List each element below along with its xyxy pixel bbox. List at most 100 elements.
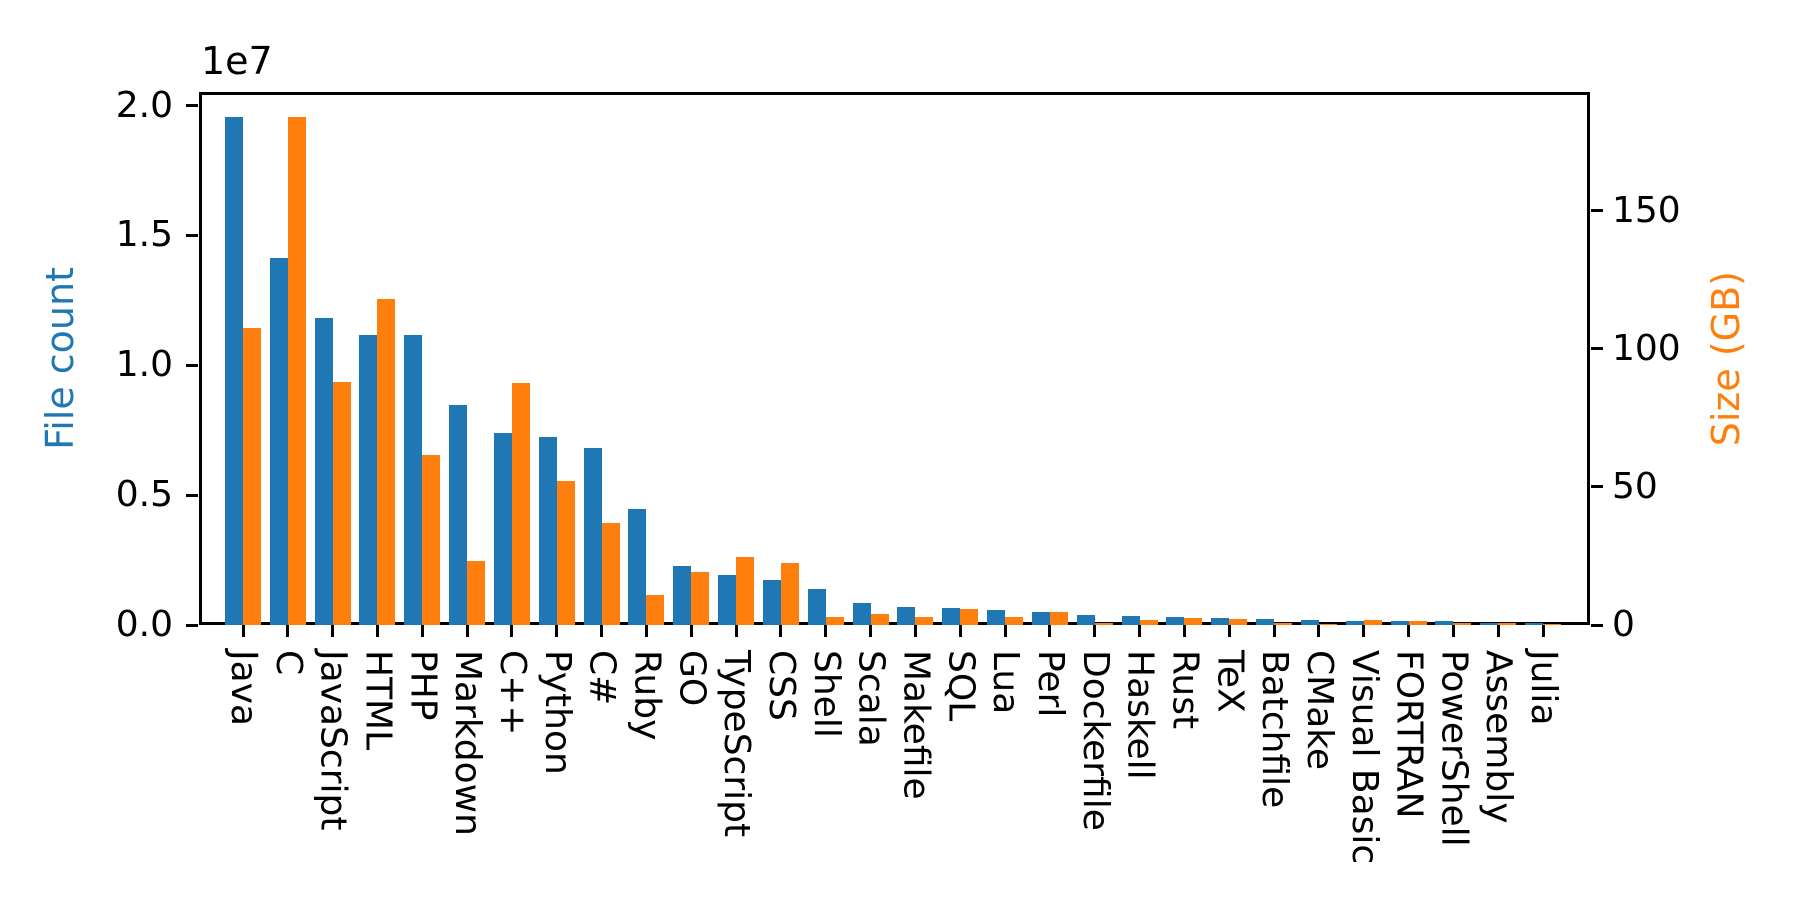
bar-file-count-lua: [987, 609, 1006, 625]
x-tick-label-lua: Lua: [985, 650, 1027, 715]
bar-file-count-go: [673, 566, 692, 625]
bar-file-count-makefile: [897, 607, 916, 625]
bar-file-count-tex: [1211, 618, 1230, 625]
bar-file-count-julia: [1525, 623, 1544, 625]
bar-size-sql: [960, 609, 979, 625]
bar-size-java: [243, 327, 261, 625]
x-tick-label-c: C: [267, 650, 309, 676]
y-tick-label-left-0.0: 0.0: [115, 604, 173, 645]
bar-size-python: [556, 481, 575, 625]
x-tick-dockerfile: [1093, 625, 1097, 637]
bar-file-count-shell: [807, 589, 826, 625]
x-tick-java: [241, 625, 245, 637]
bar-size-batchfile: [1274, 623, 1293, 625]
x-tick-label-java: Java: [223, 650, 264, 727]
x-tick-label-scala: Scala: [850, 650, 892, 747]
y-tick-label-right-0: 0: [1612, 604, 1635, 645]
x-tick-label-haskell: Haskell: [1119, 650, 1161, 780]
x-tick-tex: [1227, 625, 1231, 637]
bar-size-cmake: [1318, 623, 1337, 625]
bar-size-visual-basic: [1363, 619, 1382, 625]
bar-size-makefile: [915, 616, 934, 625]
y-tick-label-left-1.0: 1.0: [115, 344, 173, 386]
x-tick-cmake: [1317, 625, 1321, 637]
bar-size-markdown: [467, 561, 486, 625]
bar-size-scala: [870, 614, 889, 625]
x-tick-label-makefile: Makefile: [895, 650, 937, 800]
x-tick-label-rust: Rust: [1164, 650, 1206, 730]
x-tick-label-sql: SQL: [940, 650, 982, 722]
x-tick-label-c: C#: [581, 650, 623, 706]
bar-size-c: [287, 117, 306, 625]
bar-size-perl: [1049, 612, 1068, 625]
bar-file-count-html: [359, 334, 378, 625]
bar-size-powershell: [1453, 623, 1472, 625]
bar-size-c: [511, 382, 530, 625]
bar-file-count-sql: [942, 607, 961, 625]
bar-size-shell: [825, 616, 844, 625]
x-tick-visual-basic: [1362, 625, 1366, 637]
y-tick-label-left-1.5: 1.5: [115, 214, 173, 256]
x-tick-go: [689, 625, 693, 637]
bar-file-count-typescript: [718, 574, 737, 625]
bar-size-tex: [1229, 619, 1248, 625]
y-tick-left-0.0: [186, 623, 198, 627]
bar-file-count-haskell: [1121, 616, 1140, 625]
bar-size-ruby: [646, 594, 665, 625]
y-tick-label-right-100: 100: [1612, 327, 1681, 369]
bar-file-count-batchfile: [1256, 618, 1275, 625]
bar-size-assembly: [1498, 622, 1517, 625]
y-tick-left-1.5: [186, 233, 198, 237]
bar-size-rust: [1184, 617, 1203, 625]
x-tick-css: [779, 625, 783, 637]
x-tick-perl: [1048, 625, 1052, 637]
bar-size-haskell: [1139, 619, 1158, 625]
bar-size-fortran: [1408, 620, 1427, 625]
x-tick-sql: [958, 625, 962, 637]
x-tick-label-powershell: PowerShell: [1433, 650, 1475, 847]
x-tick-label-php: PHP: [402, 650, 444, 721]
y-tick-right-0: [1591, 623, 1603, 627]
bar-size-dockerfile: [1094, 623, 1113, 625]
y-axis-right-label: Size (GB): [1704, 270, 1748, 447]
bar-file-count-scala: [852, 603, 871, 625]
y-axis-right-label-wrap: Size (GB): [1702, 92, 1750, 625]
x-tick-label-shell: Shell: [805, 650, 847, 738]
x-tick-php: [420, 625, 424, 637]
x-tick-label-cmake: CMake: [1298, 650, 1340, 770]
bar-size-typescript: [736, 557, 755, 625]
x-tick-label-css: CSS: [760, 650, 802, 721]
x-tick-fortran: [1407, 625, 1411, 637]
x-tick-label-markdown: Markdown: [447, 650, 489, 836]
x-tick-label-assembly: Assembly: [1478, 650, 1520, 824]
bar-file-count-javascript: [314, 317, 333, 625]
bar-size-go: [691, 571, 710, 625]
bar-file-count-c: [269, 257, 288, 625]
x-tick-python: [555, 625, 559, 637]
bar-file-count-php: [404, 334, 423, 625]
y-tick-left-1.0: [186, 363, 198, 367]
x-tick-c: [600, 625, 604, 637]
x-tick-markdown: [465, 625, 469, 637]
x-tick-label-fortran: FORTRAN: [1388, 650, 1430, 819]
x-tick-label-dockerfile: Dockerfile: [1074, 650, 1116, 831]
bar-size-lua: [1005, 617, 1024, 625]
x-tick-label-visual-basic: Visual Basic: [1343, 650, 1385, 865]
bar-size-php: [422, 455, 441, 625]
y-tick-label-right-150: 150: [1612, 189, 1681, 231]
bar-size-c: [601, 523, 620, 625]
x-tick-c: [510, 625, 514, 637]
y-tick-right-50: [1591, 485, 1603, 489]
x-tick-rust: [1182, 625, 1186, 637]
bar-file-count-assembly: [1480, 622, 1499, 625]
y-tick-right-150: [1591, 209, 1603, 213]
x-tick-c: [286, 625, 290, 637]
bar-file-count-cmake: [1300, 620, 1319, 625]
x-tick-label-python: Python: [536, 650, 578, 775]
x-tick-lua: [1003, 625, 1007, 637]
x-tick-label-ruby: Ruby: [626, 650, 668, 741]
bar-size-html: [377, 298, 396, 625]
bar-file-count-markdown: [449, 405, 468, 625]
x-tick-batchfile: [1272, 625, 1276, 637]
x-tick-label-perl: Perl: [1029, 650, 1071, 718]
